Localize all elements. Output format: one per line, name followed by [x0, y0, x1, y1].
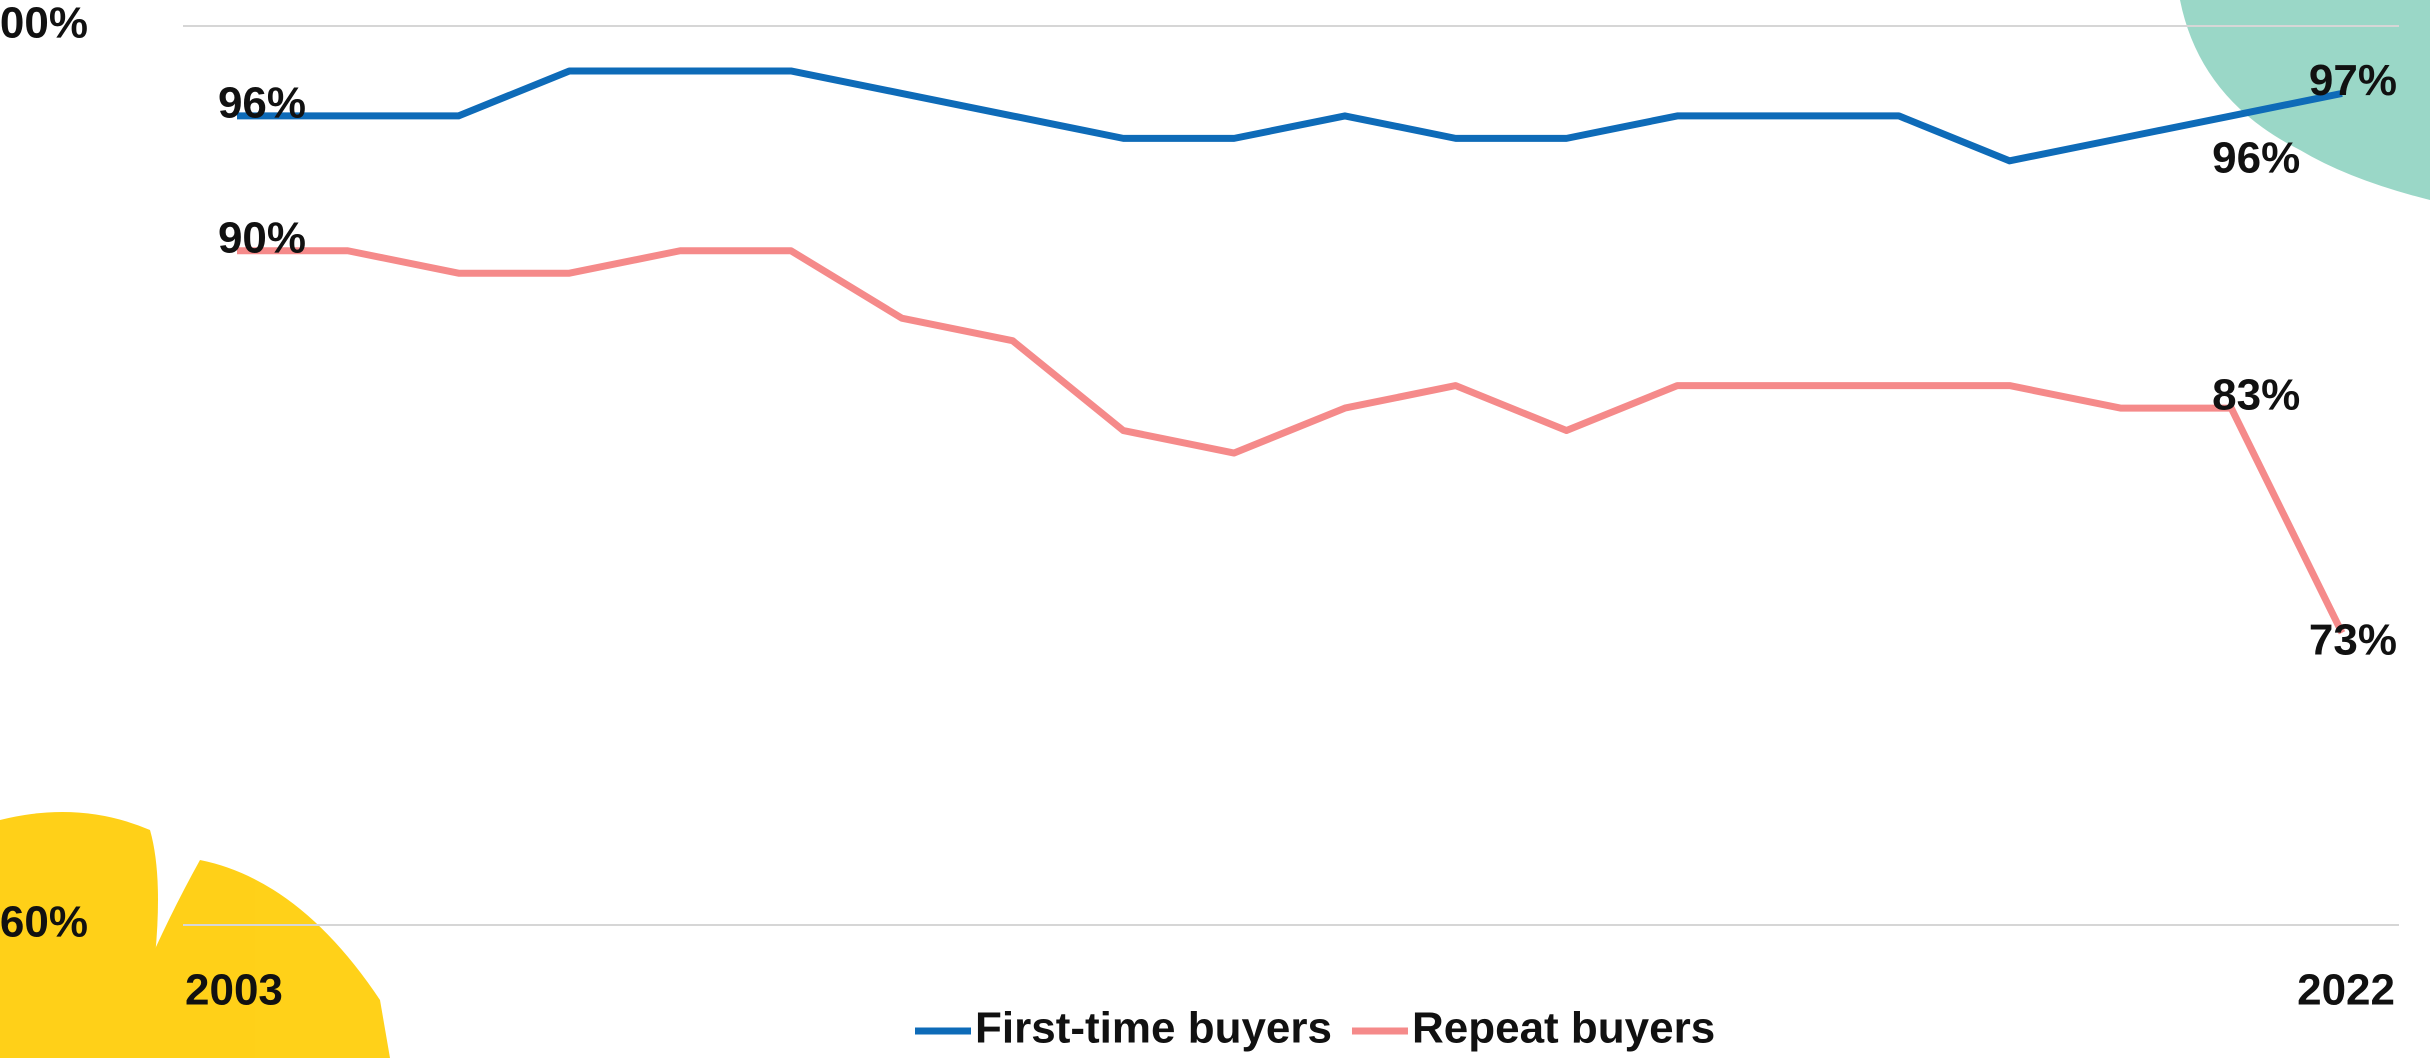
series-line	[237, 67, 2343, 165]
data-label: 90%	[218, 213, 306, 262]
data-label: 83%	[2212, 371, 2300, 420]
series-line	[237, 247, 2346, 635]
data-label: 96%	[218, 79, 306, 128]
data-label: 97%	[2309, 56, 2397, 105]
legend-label: First-time buyers	[975, 1004, 1332, 1053]
y-tick-label: 60%	[0, 898, 88, 947]
y-tick-label: 100%	[0, 0, 88, 48]
data-label: 96%	[2212, 134, 2300, 183]
x-tick-label: 2003	[185, 966, 283, 1015]
x-tick-label: 2022	[2297, 966, 2395, 1015]
legend-label: Repeat buyers	[1412, 1004, 1715, 1053]
data-label: 73%	[2309, 615, 2397, 664]
